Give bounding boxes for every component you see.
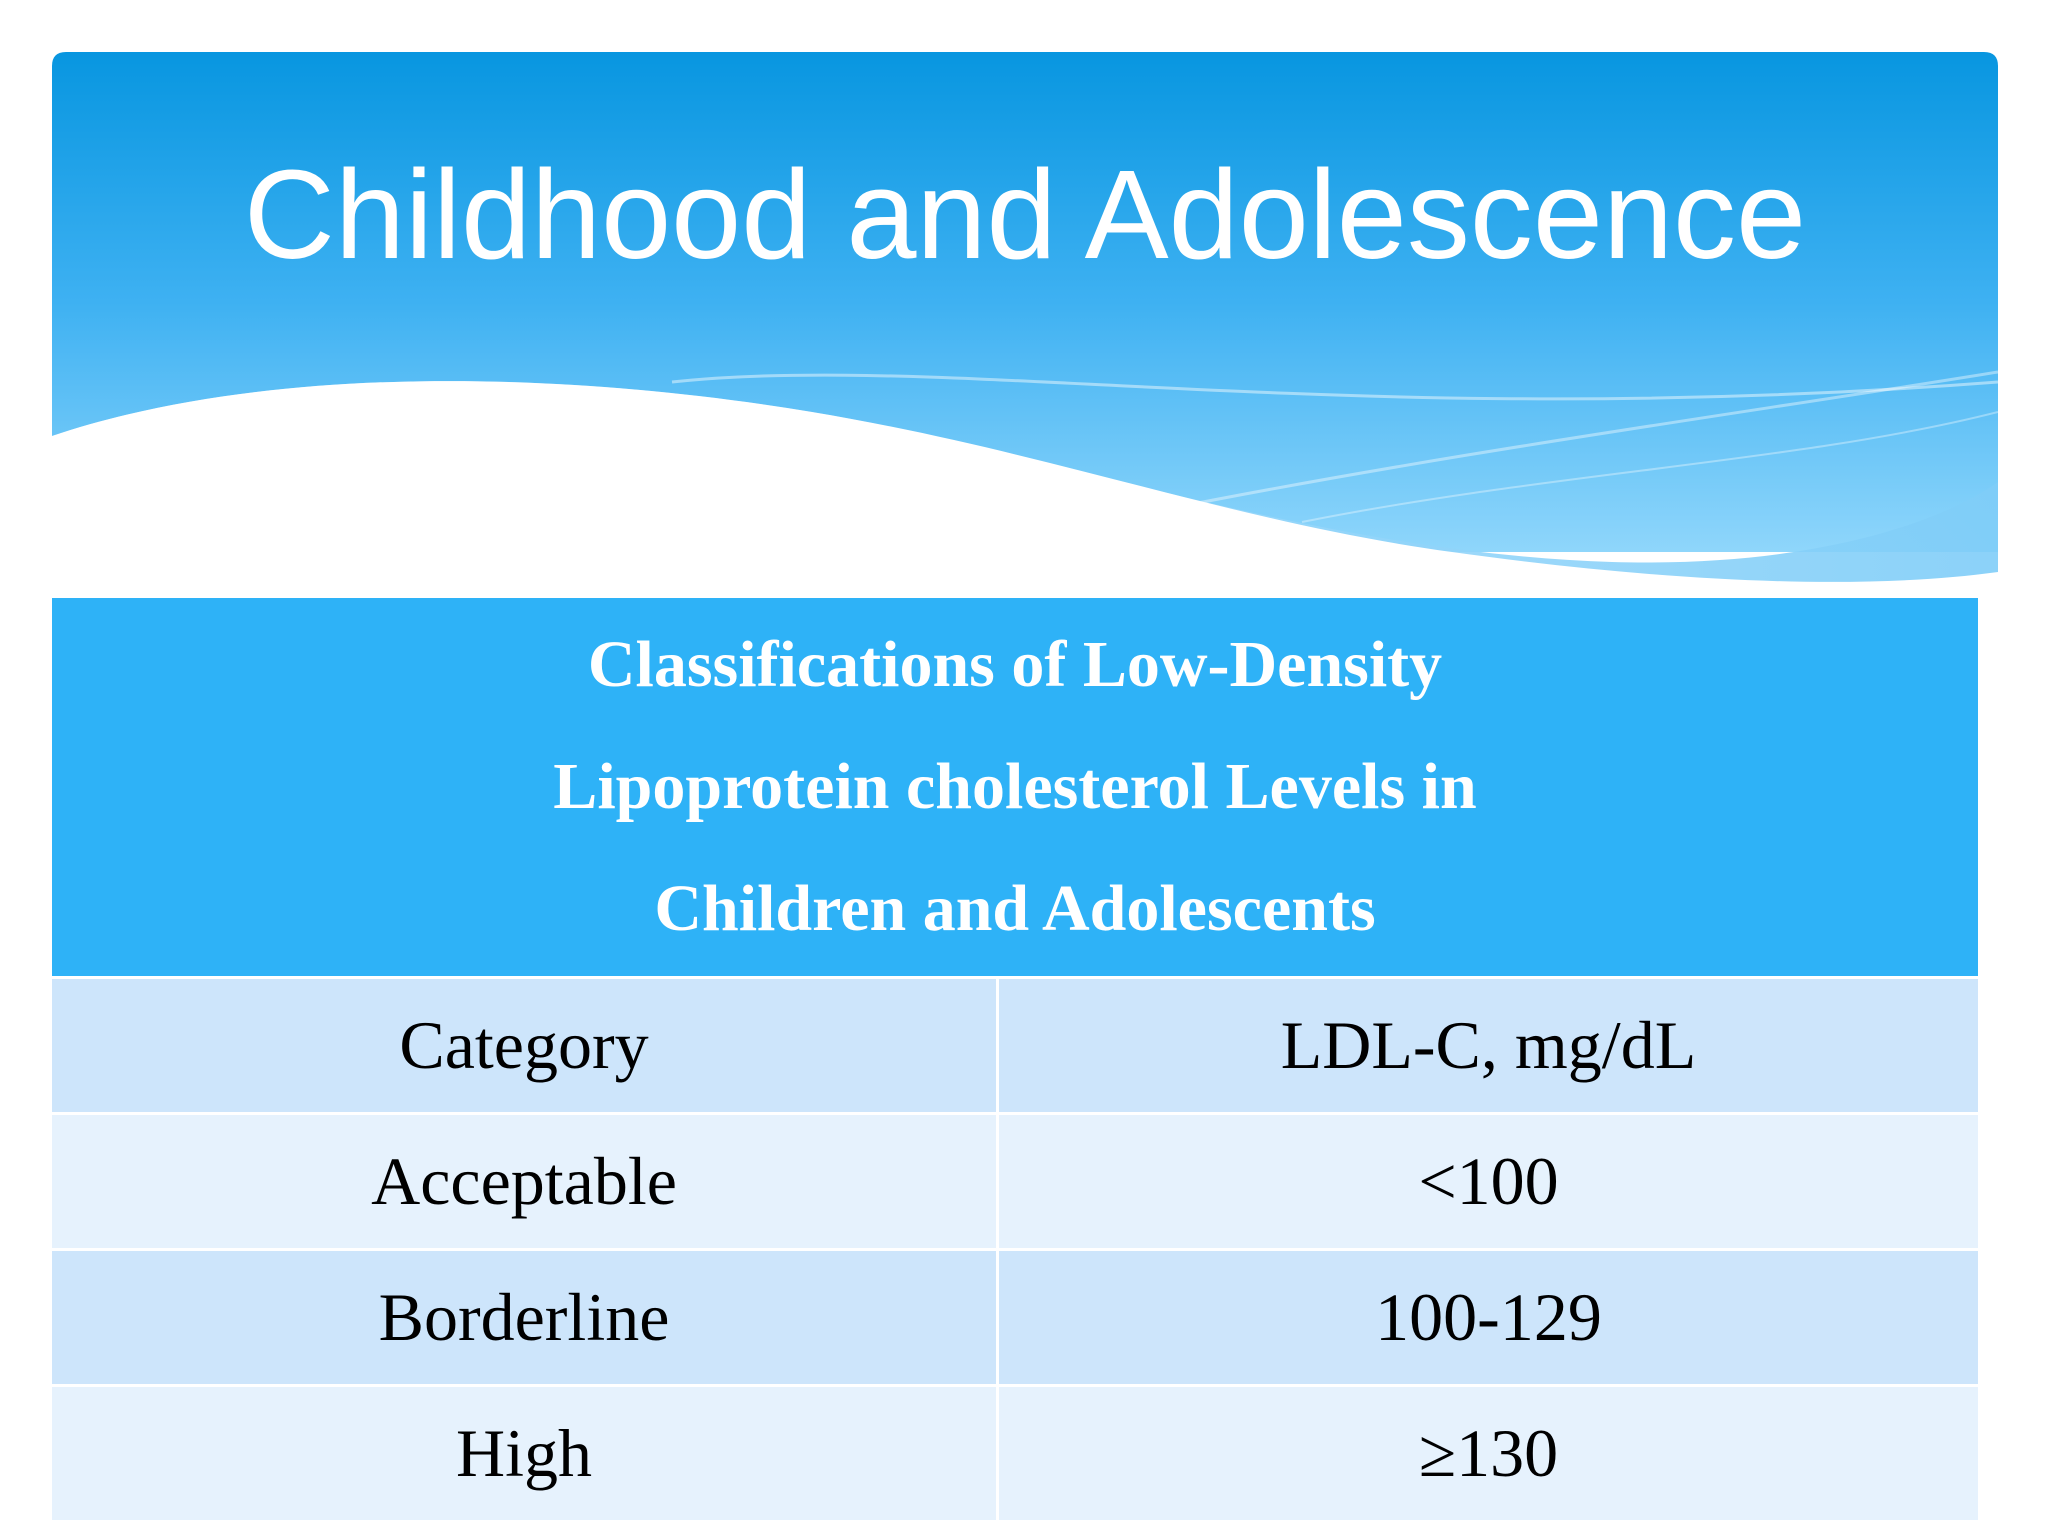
table-row: Borderline 100-129	[52, 1248, 1978, 1384]
table-row: Acceptable <100	[52, 1112, 1978, 1248]
ldl-value-cell: 100-129	[1375, 1279, 1602, 1355]
title-banner	[52, 52, 1998, 612]
column-header-ldl: LDL-C, mg/dL	[1280, 1007, 1697, 1083]
table-caption-line: Classifications of Low-Density	[587, 628, 1443, 701]
ldl-classification-table: Classifications of Low-Density Lipoprote…	[52, 598, 1978, 1520]
table-row: High ≥130	[52, 1384, 1978, 1520]
ldl-value-cell: ≥130	[1418, 1415, 1559, 1491]
category-cell: Borderline	[52, 1251, 999, 1384]
table-caption: Classifications of Low-Density Lipoprote…	[52, 598, 1978, 976]
table-header-row: Category LDL-C, mg/dL	[52, 976, 1978, 1112]
table-caption-line: Children and Adolescents	[654, 872, 1376, 945]
column-header-category: Category	[52, 979, 999, 1112]
wave-decoration	[52, 52, 1998, 612]
category-cell: Acceptable	[52, 1115, 999, 1248]
ldl-value-cell: <100	[1418, 1143, 1559, 1219]
slide-title: Childhood and Adolescence	[243, 144, 1807, 285]
category-cell: High	[52, 1387, 999, 1520]
table-caption-line: Lipoprotein cholesterol Levels in	[553, 750, 1477, 823]
